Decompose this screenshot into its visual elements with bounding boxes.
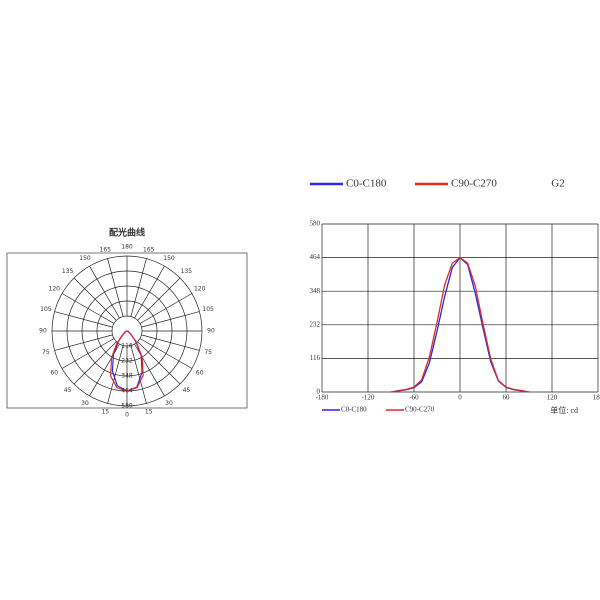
y-tick-label: 116 xyxy=(310,354,321,362)
polar-spoke xyxy=(54,311,113,328)
angle-label: 90 xyxy=(207,328,215,335)
angle-label: 150 xyxy=(163,255,175,262)
angle-label: 75 xyxy=(204,349,212,356)
polar-spoke xyxy=(134,343,165,397)
x-tick-label: 180 xyxy=(593,394,600,402)
polar-curve xyxy=(110,330,144,392)
angle-label: 180 xyxy=(121,244,133,251)
chart-label: G2 xyxy=(551,178,564,190)
x-tick-label: -60 xyxy=(409,394,419,402)
radial-label: 464 xyxy=(121,388,133,395)
polar-spoke xyxy=(137,341,181,385)
angle-label: 150 xyxy=(79,255,91,262)
polar-spoke xyxy=(73,277,117,321)
line-chart: 0 116 232 348 464 580 -180 -120 -60 0 60 120 180 C0-C… xyxy=(310,178,600,414)
radial-label: 116 xyxy=(121,343,133,350)
angle-label: 30 xyxy=(165,400,173,407)
angle-label: 135 xyxy=(62,268,74,275)
polar-spoke xyxy=(54,334,113,351)
angle-label: 165 xyxy=(143,246,155,253)
legend-label: C90-C270 xyxy=(451,178,497,190)
angle-label: 0 xyxy=(125,412,129,419)
angle-label: 75 xyxy=(42,349,50,356)
angle-label: 15 xyxy=(101,409,109,416)
polar-spoke xyxy=(137,277,181,321)
polar-title: 配光曲线 xyxy=(109,227,145,239)
polar-frame xyxy=(6,252,248,409)
angle-label: 45 xyxy=(64,387,72,394)
polar-spoke xyxy=(107,258,124,317)
angle-label: 135 xyxy=(181,268,193,275)
unit-label: 单位: cd xyxy=(550,405,578,415)
radial-label: 232 xyxy=(121,358,133,365)
angle-label: 30 xyxy=(81,400,89,407)
polar-spoke xyxy=(141,334,200,351)
angle-label: 120 xyxy=(49,286,61,293)
polar-chart: 0 15 30 45 60 75 90 105 120 135 150 165 180 165 150 135… xyxy=(39,244,215,419)
y-tick-label: 580 xyxy=(310,220,321,228)
angle-label: 60 xyxy=(50,370,58,377)
x-tick-label: 120 xyxy=(547,394,558,402)
angle-label: 165 xyxy=(100,246,112,253)
y-tick-label: 0 xyxy=(317,388,321,396)
polar-spoke xyxy=(130,345,147,404)
x-tick-label: 0 xyxy=(458,394,462,402)
radial-label: 580 xyxy=(121,403,133,410)
y-tick-label: 232 xyxy=(310,320,321,328)
polar-spoke xyxy=(134,265,165,319)
polar-spoke xyxy=(61,293,115,324)
x-tick-label: -120 xyxy=(362,394,375,402)
legend-label: C90-C270 xyxy=(405,406,435,414)
angle-label: 90 xyxy=(39,328,47,335)
polar-spoke xyxy=(73,341,117,385)
legend-label: C0-C180 xyxy=(346,178,387,190)
y-tick-label: 464 xyxy=(310,253,321,261)
polar-spoke xyxy=(139,338,193,369)
angle-label: 60 xyxy=(196,370,204,377)
polar-spoke xyxy=(89,265,120,319)
legend-label: C0-C180 xyxy=(341,406,367,414)
polar-spoke xyxy=(139,293,193,324)
x-tick-label: -180 xyxy=(316,394,329,402)
x-tick-label: 60 xyxy=(503,394,511,402)
polar-spoke xyxy=(141,311,200,328)
y-tick-label: 348 xyxy=(310,287,321,295)
angle-label: 120 xyxy=(194,286,206,293)
angle-label: 15 xyxy=(145,409,153,416)
polar-spoke xyxy=(130,258,147,317)
angle-label: 105 xyxy=(40,306,52,313)
polar-spoke xyxy=(61,338,115,369)
angle-label: 45 xyxy=(183,387,191,394)
polar-spoke xyxy=(107,345,124,404)
line xyxy=(390,256,530,393)
angle-label: 105 xyxy=(202,306,214,313)
radial-label: 348 xyxy=(121,373,133,380)
